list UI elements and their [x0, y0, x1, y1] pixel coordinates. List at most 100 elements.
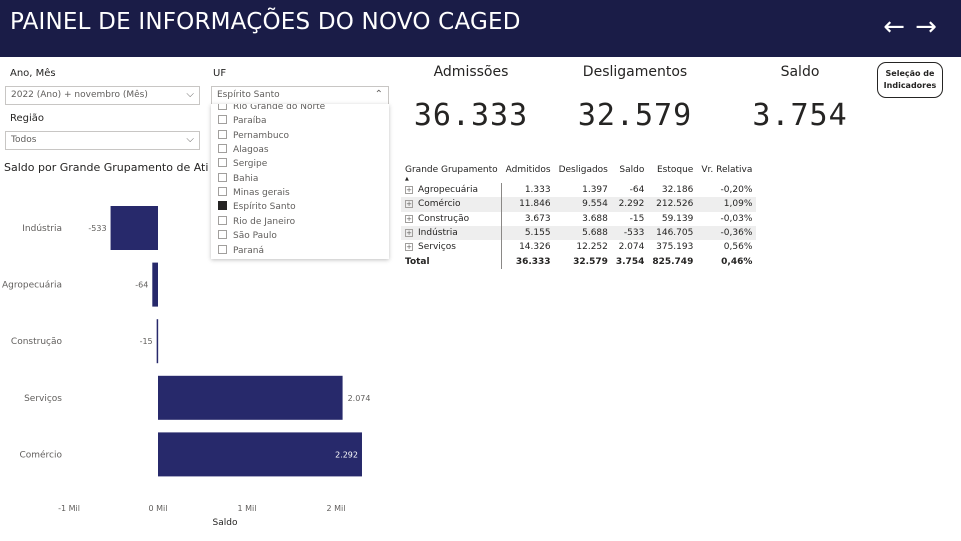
- checkbox-icon[interactable]: [218, 158, 227, 168]
- expand-plus-icon[interactable]: +: [405, 186, 413, 195]
- data-label: -15: [140, 337, 153, 346]
- checkbox-icon[interactable]: [218, 230, 227, 240]
- ano-mes-value: 2022 (Ano) + novembro (Mês): [11, 90, 148, 100]
- table-cell: 12.252: [576, 242, 608, 253]
- checkbox-icon[interactable]: [218, 187, 227, 197]
- data-label: 2.074: [348, 394, 371, 403]
- checkbox-icon[interactable]: [218, 104, 227, 110]
- checkbox-icon[interactable]: [218, 215, 227, 225]
- uf-option-label: Sergipe: [233, 159, 268, 170]
- uf-option-label: Bahia: [233, 173, 259, 184]
- grupamento-matrix: Grande Grupamento ▲ Admitidos Desligados Sal…: [401, 165, 757, 269]
- uf-option-label: São Paulo: [233, 231, 277, 242]
- row-label: + Comércio: [401, 197, 503, 212]
- uf-option-label: Alagoas: [233, 145, 269, 156]
- chart-title: Saldo por Grande Grupamento de Ati: [4, 161, 209, 174]
- category-label: Indústria: [22, 224, 62, 234]
- checkbox-icon[interactable]: [218, 172, 227, 182]
- expand-plus-icon[interactable]: +: [405, 214, 413, 223]
- table-cell: 146.705: [648, 225, 698, 241]
- row-label-text: Indústria: [418, 228, 458, 239]
- selecao-indicadores-button[interactable]: Seleção de Indicadores: [877, 62, 943, 98]
- column-header[interactable]: Estoque: [656, 165, 694, 175]
- row-label-text: Agropecuária: [418, 185, 479, 196]
- uf-option[interactable]: Sergipe: [218, 158, 267, 172]
- header-bar: PAINEL DE INFORMAÇÕES DO NOVO CAGED ← →: [0, 0, 961, 57]
- selecao-line1: Seleção de: [885, 69, 935, 78]
- uf-option[interactable]: Bahia: [218, 172, 259, 187]
- table-cell: -0,20%: [720, 185, 753, 196]
- uf-option-label: Paraíba: [233, 116, 267, 127]
- data-label: -64: [135, 281, 148, 290]
- uf-option[interactable]: Minas gerais: [218, 187, 290, 201]
- sort-caret-icon[interactable]: ▲: [405, 176, 409, 182]
- admissoes-label: Admissões: [433, 64, 509, 80]
- table-cell: 2.074: [618, 242, 645, 253]
- table-cell: 212.526: [648, 197, 698, 212]
- category-label: Agropecuária: [2, 281, 62, 291]
- expand-plus-icon[interactable]: +: [405, 200, 413, 209]
- column-header[interactable]: Admitidos: [505, 165, 551, 175]
- row-label-text: Serviços: [418, 242, 456, 253]
- expand-plus-icon[interactable]: +: [405, 243, 413, 252]
- table-cell: 11.846: [501, 197, 555, 212]
- table-cell: 1,09%: [697, 197, 757, 212]
- expand-plus-icon[interactable]: +: [405, 229, 413, 238]
- data-label: -533: [88, 224, 106, 233]
- table-cell: -15: [629, 213, 645, 224]
- table-cell: 1.397: [582, 185, 608, 196]
- saldo-bar-chart: Indústria -533 Agropecuária -64 Construção -1…: [2, 206, 371, 528]
- table-cell: 2.292: [611, 197, 649, 212]
- uf-option[interactable]: Paraná: [218, 244, 264, 259]
- uf-options-list: Rio Grande do Norte Paraíba Pernambuco Alag…: [211, 104, 389, 259]
- uf-option-label: Minas gerais: [233, 188, 290, 199]
- uf-option[interactable]: Pernambuco: [218, 129, 289, 144]
- table-cell: -533: [611, 225, 649, 241]
- checkbox-checked-icon[interactable]: [218, 201, 227, 211]
- row-label-text: Comércio: [418, 199, 461, 210]
- table-row: + Construção 3.673 3.688 -15 59.139 -0,03%: [401, 211, 756, 226]
- table-cell: -0,36%: [697, 225, 757, 241]
- column-header[interactable]: Grande Grupamento ▲: [405, 165, 498, 182]
- ano-mes-dropdown[interactable]: 2022 (Ano) + novembro (Mês) ⌵: [5, 86, 200, 105]
- checkbox-icon[interactable]: [218, 129, 227, 139]
- row-label: + Serviços: [401, 240, 503, 255]
- regiao-label: Região: [10, 113, 45, 124]
- desligamentos-label: Desligamentos: [582, 64, 688, 80]
- x-tick-label: 2 Mil: [327, 504, 346, 513]
- total-cell: 3.754: [615, 256, 645, 267]
- desligamentos-value: 32.579: [577, 98, 693, 133]
- table-cell: -64: [629, 185, 645, 196]
- column-header[interactable]: Desligados: [558, 165, 608, 175]
- table-cell: 14.326: [519, 242, 551, 253]
- table-row: + Agropecuária 1.333 1.397 -64 32.186 -0,20%: [401, 183, 756, 198]
- uf-option[interactable]: Paraíba: [218, 115, 266, 129]
- total-cell: 36.333: [515, 256, 551, 267]
- bar: [110, 206, 158, 250]
- uf-label: UF: [213, 68, 227, 79]
- uf-option[interactable]: Espírito Santo: [218, 201, 296, 215]
- column-header[interactable]: Vr. Relativa: [701, 165, 753, 175]
- checkbox-icon[interactable]: [218, 115, 227, 125]
- uf-option[interactable]: Rio Grande do Norte: [218, 104, 325, 115]
- table-cell: -0,03%: [720, 213, 753, 224]
- bar: [152, 262, 158, 307]
- column-header[interactable]: Saldo: [619, 165, 645, 175]
- uf-option[interactable]: Rio de Janeiro: [218, 215, 296, 230]
- uf-option[interactable]: São Paulo: [218, 230, 277, 244]
- bar: [158, 432, 362, 477]
- uf-option[interactable]: Alagoas: [218, 144, 269, 158]
- checkbox-icon[interactable]: [218, 244, 227, 254]
- table-cell: 32.186: [661, 185, 694, 196]
- uf-option-label: Rio de Janeiro: [233, 216, 296, 227]
- row-label: + Construção: [401, 211, 503, 226]
- total-row: Total 36.333 32.579 3.754 825.749 0,46%: [401, 254, 756, 269]
- table-cell: 3.688: [582, 213, 608, 224]
- row-label: + Agropecuária: [401, 183, 503, 198]
- chevron-down-icon: ⌵: [186, 134, 194, 145]
- checkbox-icon[interactable]: [218, 144, 227, 154]
- regiao-dropdown[interactable]: Todos ⌵: [5, 131, 200, 150]
- table-row: + Indústria 5.155 5.688 -533 146.705 -0,36%: [401, 225, 757, 241]
- forward-arrow-icon[interactable]: →: [915, 12, 937, 42]
- back-arrow-icon[interactable]: ←: [883, 12, 905, 42]
